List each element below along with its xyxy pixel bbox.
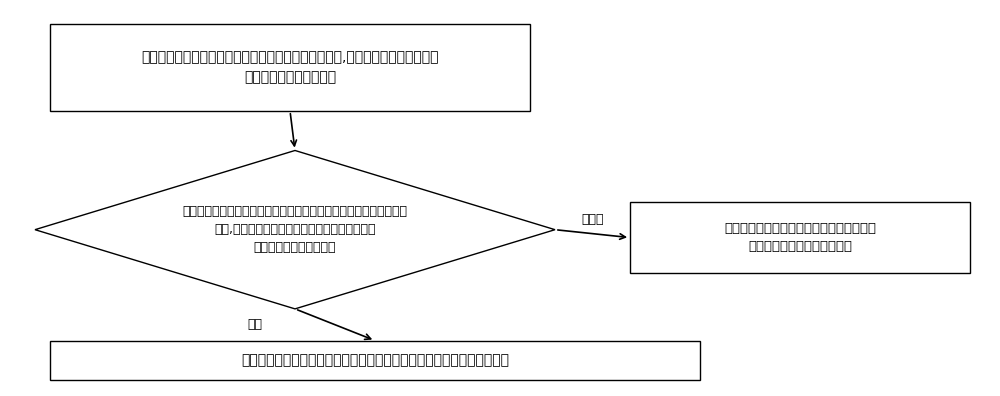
Text: 若是: 若是 bbox=[248, 318, 262, 331]
FancyBboxPatch shape bbox=[630, 202, 970, 273]
Text: 集中控制器将接收到的室内环境信息与预存的室内环境信息阈值进行
对比,判断当前室内环境的氧气浓度和湿度含量是
否大于预存室内环境信息: 集中控制器将接收到的室内环境信息与预存的室内环境信息阈值进行 对比,判断当前室内… bbox=[182, 205, 408, 254]
Text: 若不是: 若不是 bbox=[581, 213, 604, 226]
Polygon shape bbox=[35, 150, 555, 309]
Text: 集中控制器控制对应的供氧集成或加湿集成
对该室内环境进行供氧或加湿: 集中控制器控制对应的供氧集成或加湿集成 对该室内环境进行供氧或加湿 bbox=[724, 222, 876, 253]
Text: 通过室内终端的信息采集单元获取当前的室内环境信息,并将获取得到的室内的环
境信息发送至集中控制器: 通过室内终端的信息采集单元获取当前的室内环境信息,并将获取得到的室内的环 境信息… bbox=[141, 51, 439, 84]
Text: 集中控制器控制对应的供氧集成或加湿集成对该室内环境停止供氧或加湿: 集中控制器控制对应的供氧集成或加湿集成对该室内环境停止供氧或加湿 bbox=[241, 353, 509, 367]
FancyBboxPatch shape bbox=[50, 341, 700, 380]
FancyBboxPatch shape bbox=[50, 24, 530, 111]
